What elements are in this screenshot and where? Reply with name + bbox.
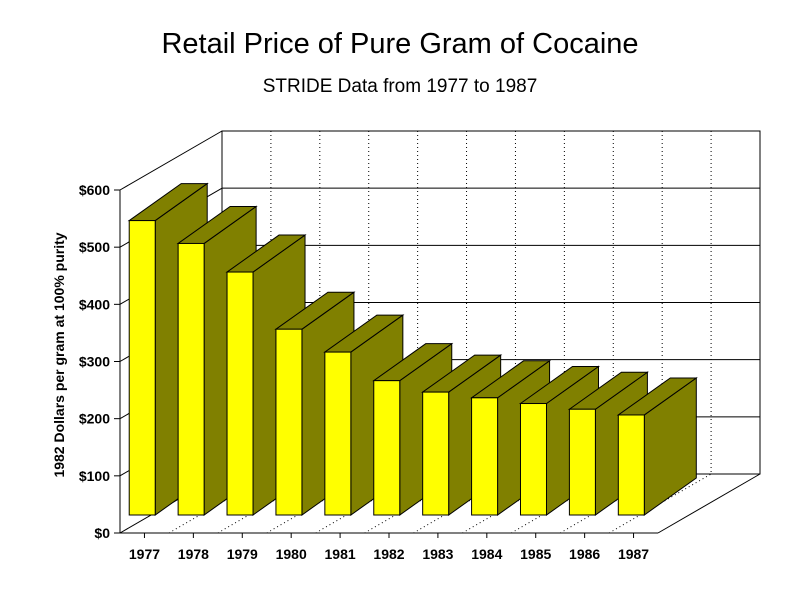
bar-front — [226, 271, 254, 516]
x-tick-label: 1987 — [618, 546, 649, 562]
bar-front — [422, 391, 450, 516]
x-tick-label: 1985 — [520, 546, 551, 562]
bar-front — [568, 408, 596, 516]
x-tick-label: 1978 — [178, 546, 209, 562]
y-tick-label: $0 — [94, 525, 110, 541]
x-tick-label: 1977 — [129, 546, 160, 562]
bar-front — [373, 380, 401, 516]
x-tick-label: 1986 — [569, 546, 600, 562]
x-tick-label: 1982 — [373, 546, 404, 562]
chart-title: Retail Price of Pure Gram of Cocaine — [161, 28, 639, 60]
x-tick-label: 1981 — [325, 546, 356, 562]
y-tick-label: $200 — [79, 411, 110, 427]
floor-edge-right — [657, 473, 761, 534]
x-tick-label: 1979 — [227, 546, 258, 562]
bar-front — [471, 397, 499, 516]
x-tick-label: 1980 — [276, 546, 307, 562]
chart-subtitle: STRIDE Data from 1977 to 1987 — [262, 76, 538, 97]
bar-front — [617, 414, 645, 516]
y-tick-label: $500 — [79, 239, 110, 255]
bar-front — [128, 220, 156, 516]
y-tick-label: $100 — [79, 468, 110, 484]
x-tick-label: 1984 — [471, 546, 502, 562]
x-tick-label: 1983 — [422, 546, 453, 562]
y-tick-label: $600 — [79, 182, 110, 198]
bar-front — [519, 403, 547, 516]
gridline-side — [119, 130, 223, 191]
bar-front — [324, 351, 352, 516]
y-tick-label: $400 — [79, 296, 110, 312]
y-tick-label: $300 — [79, 354, 110, 370]
bar-front — [275, 328, 303, 516]
bar-1987 — [616, 376, 698, 516]
bar-front — [177, 242, 205, 516]
